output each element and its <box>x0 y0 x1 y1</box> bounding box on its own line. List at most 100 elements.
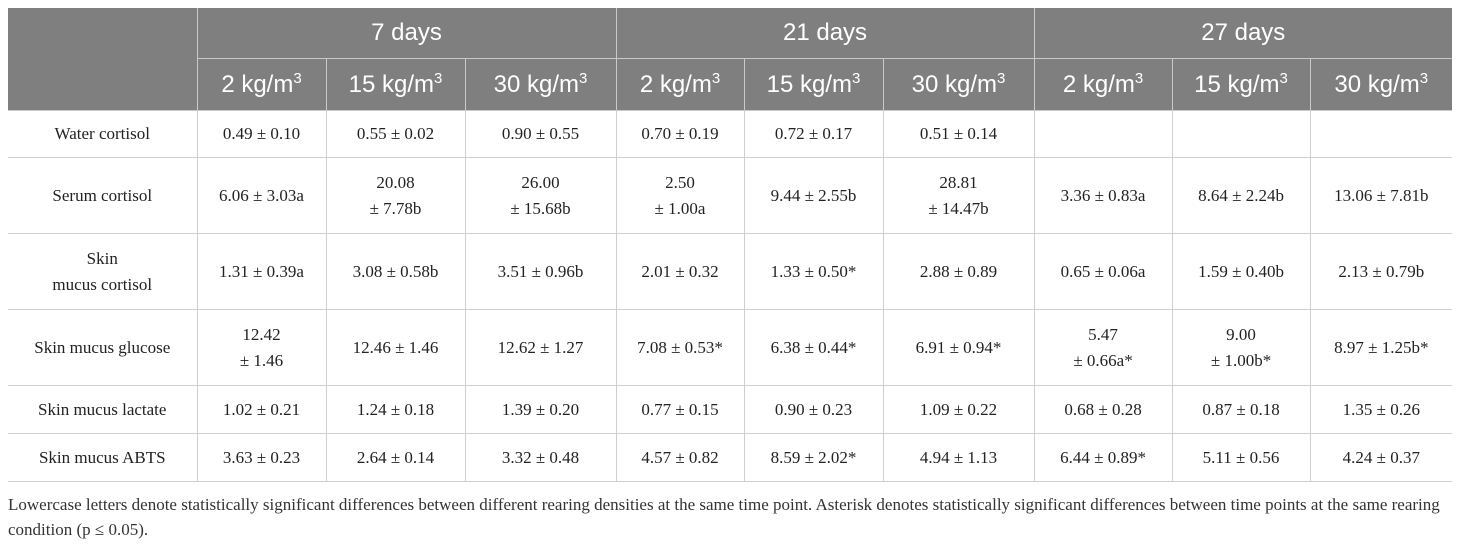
table-cell: 8.64 ± 2.24b <box>1172 157 1311 234</box>
table-cell: 0.65 ± 0.06a <box>1034 233 1173 310</box>
cell-value-line: 0.77 ± 0.15 <box>641 399 719 419</box>
table-cell: 0.77 ± 0.15 <box>616 385 745 434</box>
density-label: 15 kg/m <box>348 70 435 98</box>
cell-value-line: 1.39 ± 0.20 <box>501 399 580 419</box>
cell-value-line: 1.31 ± 0.39a <box>219 261 304 281</box>
cell-value-line: 9.00 <box>1226 324 1256 344</box>
table-cell: 12.42 ± 1.46 <box>197 309 327 386</box>
cell-value-line: 6.44 ± 0.89* <box>1060 447 1146 467</box>
table-cell: 0.90 ± 0.55 <box>465 110 617 158</box>
cell-value-line: 0.72 ± 0.17 <box>774 124 853 143</box>
cell-value-line: ± 1.00a <box>654 198 706 218</box>
table-cell: 1.31 ± 0.39a <box>197 233 327 310</box>
table-cell: 0.70 ± 0.19 <box>616 110 745 158</box>
cell-value-line: 3.08 ± 0.58b <box>352 261 439 281</box>
table-cell: 4.24 ± 0.37 <box>1310 433 1453 482</box>
density-unit-exponent: 3 <box>997 69 1006 87</box>
corner-header-cell <box>8 8 198 111</box>
table-cell: 5.47 ± 0.66a* <box>1034 309 1173 386</box>
density-header-1: 15 kg/m3 <box>326 58 466 111</box>
table-cell: 1.59 ± 0.40b <box>1172 233 1311 310</box>
cell-value-line: ± 15.68b <box>510 198 571 218</box>
cell-value-line: 2.64 ± 0.14 <box>356 447 435 467</box>
density-header-4: 15 kg/m3 <box>744 58 884 111</box>
cell-value-line: 0.65 ± 0.06a <box>1060 261 1146 281</box>
table-cell: 6.44 ± 0.89* <box>1034 433 1173 482</box>
cell-value-line: 12.46 ± 1.46 <box>352 337 439 357</box>
cell-value-line: 0.90 ± 0.23 <box>774 399 853 419</box>
table-cell: 0.72 ± 0.17 <box>744 110 884 158</box>
density-unit-exponent: 3 <box>293 69 302 87</box>
cell-value-line: ± 1.00b* <box>1210 350 1272 370</box>
cell-value-line: 12.42 <box>242 324 281 344</box>
row-label: Serum cortisol <box>8 157 198 234</box>
table-cell: 1.39 ± 0.20 <box>465 385 617 434</box>
table-cell: 2.88 ± 0.89 <box>883 233 1035 310</box>
density-unit-exponent: 3 <box>711 69 721 87</box>
table-cell: 8.97 ± 1.25b* <box>1310 309 1453 386</box>
table-row: Serum cortisol 6.06 ± 3.03a 20.08 ± 7.78b 26… <box>8 157 1453 234</box>
table-cell: 9.00 ± 1.00b* <box>1172 309 1311 386</box>
cell-value-line: ± 1.46 <box>239 350 284 370</box>
table-row: Skin mucus glucose 12.42 ± 1.46 12.46 ± 1.4… <box>8 309 1453 386</box>
table-footnote: Lowercase letters denote statistically s… <box>8 495 1440 539</box>
table-cell: 1.33 ± 0.50* <box>744 233 884 310</box>
cell-value-line: 0.55 ± 0.02 <box>356 124 435 143</box>
cell-value-line: 2.50 <box>665 172 695 192</box>
density-header-7: 15 kg/m3 <box>1172 58 1311 111</box>
table-cell: 26.00 ± 15.68b <box>465 157 617 234</box>
cell-value-line: 13.06 ± 7.81b <box>1334 185 1429 205</box>
density-unit-exponent: 3 <box>852 69 861 87</box>
table-cell: 3.32 ± 0.48 <box>465 433 617 482</box>
cell-value-line: 0.87 ± 0.18 <box>1202 399 1280 419</box>
density-label: 15 kg/m <box>766 70 853 98</box>
density-label: 2 kg/m <box>1062 70 1135 98</box>
table-cell: 0.90 ± 0.23 <box>744 385 884 434</box>
table-cell: 0.49 ± 0.10 <box>197 110 327 158</box>
table-cell: 3.08 ± 0.58b <box>326 233 466 310</box>
cell-value-line: 0.49 ± 0.10 <box>222 124 301 143</box>
cell-value-line: 1.33 ± 0.50* <box>770 261 857 281</box>
group-header-21-days: 21 days <box>616 8 1035 59</box>
table-cell: 8.59 ± 2.02* <box>744 433 884 482</box>
table-cell: 13.06 ± 7.81b <box>1310 157 1453 234</box>
cell-value-line: 9.44 ± 2.55b <box>770 185 857 205</box>
density-label: 2 kg/m <box>639 70 712 98</box>
row-label: Skin mucus lactate <box>8 385 198 434</box>
row-label: Skin mucus ABTS <box>8 433 198 482</box>
cell-value-line: 6.38 ± 0.44* <box>770 337 857 357</box>
table-cell: 2.64 ± 0.14 <box>326 433 466 482</box>
row-label-line: Skin mucus lactate <box>38 399 167 419</box>
table-cell: 3.51 ± 0.96b <box>465 233 617 310</box>
table-cell: 5.11 ± 0.56 <box>1172 433 1311 482</box>
cell-value-line: 0.51 ± 0.14 <box>919 124 998 143</box>
density-header-0: 2 kg/m3 <box>197 58 327 111</box>
table-cell: 1.02 ± 0.21 <box>197 385 327 434</box>
table-cell: 0.68 ± 0.28 <box>1034 385 1173 434</box>
cell-value-line: 1.59 ± 0.40b <box>1198 261 1284 281</box>
row-label-line: Skin <box>86 248 118 268</box>
row-label-line: mucus cortisol <box>52 274 153 294</box>
table-header: 7 days 21 days 27 days 2 kg/m3 15 kg/m3 30… <box>8 8 1453 111</box>
density-label: 30 kg/m <box>911 70 998 98</box>
table-cell: 1.09 ± 0.22 <box>883 385 1035 434</box>
group-header-7-days: 7 days <box>197 8 617 59</box>
table-cell: 2.13 ± 0.79b <box>1310 233 1453 310</box>
density-unit-exponent: 3 <box>1134 69 1144 87</box>
cell-value-line: 2.01 ± 0.32 <box>641 261 719 281</box>
table-cell: 12.62 ± 1.27 <box>465 309 617 386</box>
density-unit-exponent: 3 <box>1279 69 1288 87</box>
table-row: Skin mucus cortisol 1.31 ± 0.39a 3.08 ± 0.5… <box>8 233 1453 310</box>
cell-value-line: ± 7.78b <box>369 198 422 218</box>
cell-value-line: 26.00 <box>521 172 560 192</box>
cell-value-line: 6.91 ± 0.94* <box>915 337 1002 357</box>
table-cell: 9.44 ± 2.55b <box>744 157 884 234</box>
cell-value-line: 0.68 ± 0.28 <box>1064 399 1142 419</box>
table-cell <box>1310 110 1453 158</box>
table-cell: 6.38 ± 0.44* <box>744 309 884 386</box>
density-label: 2 kg/m <box>221 70 294 98</box>
row-label-line: Water cortisol <box>54 124 150 143</box>
table-row: Water cortisol 0.49 ± 0.10 0.55 ± 0.02 0.90… <box>8 110 1453 158</box>
group-header-27-days: 27 days <box>1034 8 1453 59</box>
table-body: Water cortisol 0.49 ± 0.10 0.55 ± 0.02 0.90… <box>8 110 1453 482</box>
